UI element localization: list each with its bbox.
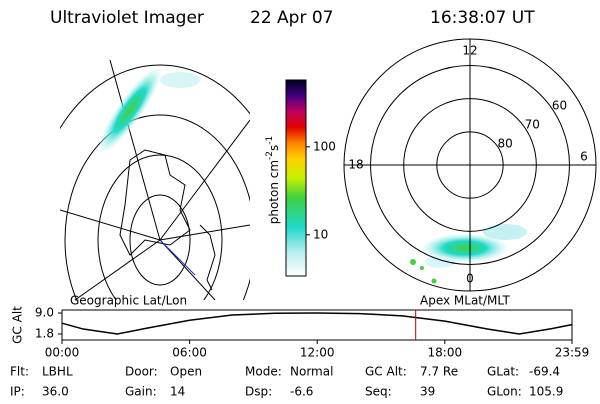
- mlt-label: 18: [348, 158, 363, 172]
- field-label: Dsp:: [245, 385, 272, 399]
- field-value: 36.0: [42, 385, 69, 399]
- lat-label: 70: [525, 117, 540, 131]
- x-tick-label: 06:00: [172, 346, 207, 360]
- instrument: Ultraviolet Imager: [50, 8, 204, 28]
- y-tick-label: 9.0: [35, 306, 54, 320]
- x-tick-label: 23:59: [555, 346, 590, 360]
- colorbar: [285, 79, 307, 277]
- field-label: Door:: [125, 365, 158, 379]
- time: 16:38:07 UT: [430, 8, 535, 28]
- field-value: 39: [420, 385, 435, 399]
- field-label: GC Alt:: [365, 365, 407, 379]
- timeline-title: Apex MLat/MLT: [420, 294, 510, 308]
- y-tick-label: 1.8: [35, 327, 54, 341]
- colorbar-tick-label: 100: [313, 139, 336, 153]
- timeline: 9.0 1.8 00:00 06:00 12:00 18:00 23:59: [35, 306, 589, 360]
- mlt-label: 0: [466, 272, 474, 286]
- field-value: Normal: [290, 365, 333, 379]
- unit: s: [267, 145, 281, 151]
- date: 22 Apr 07: [250, 8, 333, 28]
- field-label: Mode:: [245, 365, 282, 379]
- field-value: 7.7 Re: [420, 365, 458, 379]
- field-label: Flt:: [10, 365, 29, 379]
- x-tick-label: 12:00: [300, 346, 335, 360]
- field-label: GLon:: [487, 385, 522, 399]
- geo-map: [60, 60, 250, 300]
- exponent: -2: [265, 151, 275, 160]
- field-value: 14: [170, 385, 185, 399]
- field-value: -6.6: [290, 385, 313, 399]
- timeline-title: Geographic Lat/Lon: [70, 294, 187, 308]
- field-label: Seq:: [365, 385, 392, 399]
- y-axis-label: GC Alt: [11, 306, 25, 344]
- mlt-label: 12: [462, 44, 477, 58]
- exponent: -1: [265, 136, 275, 145]
- colorbar-tick-label: 10: [313, 227, 328, 241]
- altitude-curve: [61, 312, 573, 335]
- mlt-label: 6: [580, 150, 588, 164]
- field-label: Gain:: [125, 385, 157, 399]
- unit: photon cm: [267, 160, 281, 224]
- field-value: LBHL: [42, 365, 73, 379]
- field-value: 105.9: [529, 385, 563, 399]
- colorbar-label: photon cm-2s-1: [265, 136, 281, 225]
- footer: Flt: LBHL Door: Open Mode: Normal GC Alt: 7.7 R…: [10, 365, 563, 399]
- field-label: GLat:: [487, 365, 519, 379]
- aurora: [410, 224, 527, 284]
- lat-label: 60: [552, 98, 567, 112]
- x-tick-label: 18:00: [428, 346, 463, 360]
- field-value: -69.4: [529, 365, 560, 379]
- field-label: IP:: [10, 385, 25, 399]
- field-value: Open: [170, 365, 202, 379]
- x-tick-label: 00:00: [45, 346, 80, 360]
- lat-label: 80: [498, 136, 513, 150]
